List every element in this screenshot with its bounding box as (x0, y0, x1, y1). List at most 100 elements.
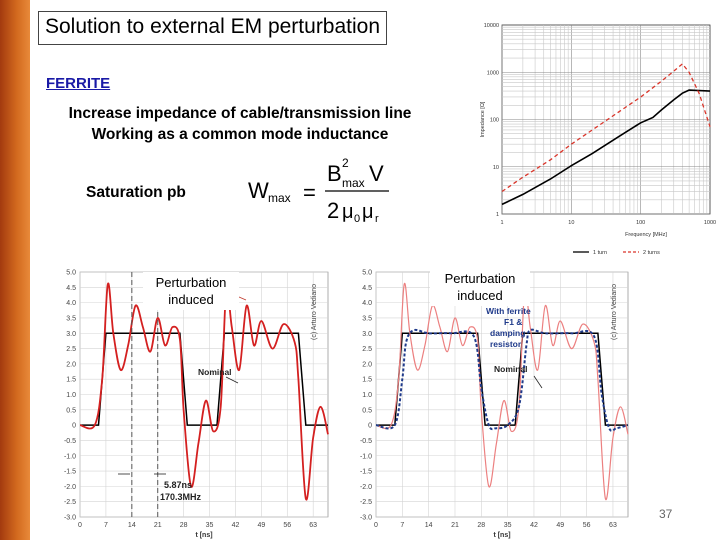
left-waveform-x-tick-label: 28 (180, 522, 188, 529)
impedance-y-axis-label: Impedance [Ω] (480, 101, 486, 137)
right-waveform-y-tick-label: -0.5 (360, 438, 372, 445)
right-waveform-y-tick-label: -2.5 (360, 499, 372, 506)
right-copyright-text: (c) Arturo Vediano (611, 284, 618, 340)
right-waveform-y-tick-label: 0.5 (362, 407, 372, 414)
formula-num-exp: 2 (342, 156, 349, 170)
description-line-2: Working as a common mode inductance (91, 126, 389, 143)
formula-lhs-sub: max (268, 191, 291, 205)
impedance-x-tick-label: 10 (568, 220, 574, 226)
impedance-x-axis-label: Frequency [MHz] (625, 232, 667, 238)
left-waveform-x-tick-label: 42 (232, 522, 240, 529)
right-waveform-y-tick-label: 0 (368, 423, 372, 430)
left-waveform-y-tick-label: 2.5 (66, 346, 76, 353)
right-perturbation-line (375, 282, 629, 501)
impedance-y-tick-label: 100 (490, 118, 499, 124)
impedance-x-tick-label: 100 (636, 220, 645, 226)
right-waveform-x-tick-label: 56 (583, 522, 591, 529)
right-waveform-y-tick-label: 1.0 (362, 392, 372, 399)
perturbation-label-right-text: Perturbation induced (444, 271, 516, 303)
left-waveform-y-tick-label: 3.5 (66, 315, 76, 322)
impedance-y-tick-label: 1 (496, 212, 499, 218)
formula-den-mu0: μ (342, 201, 354, 223)
left-waveform-y-tick-label: -0.5 (64, 438, 76, 445)
left-waveform-y-tick-label: -1.5 (64, 469, 76, 476)
right-waveform-y-tick-label: 4.0 (362, 300, 372, 307)
left-perturbation-line (79, 282, 329, 501)
left-waveform-x-tick-label: 35 (206, 522, 214, 529)
impedance-y-tick-label: 10000 (484, 23, 499, 29)
right-waveform-y-tick-label: -2.0 (360, 484, 372, 491)
nominal-label-left: Nominal (198, 367, 232, 377)
right-waveform-y-tick-label: -3.0 (360, 515, 372, 522)
right-waveform-x-tick-label: 28 (477, 522, 485, 529)
formula-num-b: B (327, 161, 342, 186)
left-waveform-x-tick-label: 49 (257, 522, 265, 529)
right-waveform-y-tick-label: 2.5 (362, 346, 372, 353)
description-block: Increase impedance of cable/transmission… (40, 103, 440, 145)
waveform-charts: 0 7 14 21 28 35 42 49 56 63 5.0 4.5 4.0 3.5 3.0 2.5 2.0 1… (64, 270, 629, 539)
right-ferrite-line (375, 328, 629, 432)
impedance-chart: 1 10 100 1000 1 10 100 1000 10000 Frequency [MHz]… (480, 23, 716, 256)
impedance-y-tick-label: 10 (493, 165, 499, 171)
formula-den-mur-sub: r (375, 213, 379, 225)
perturbation-label-left: Perturbation induced (143, 272, 239, 310)
nominal-label-right: Nominal (494, 364, 528, 374)
impedance-y-tick-label: 1000 (487, 70, 499, 76)
saturation-label: Saturation pb (86, 184, 186, 201)
right-waveform-x-tick-label: 14 (425, 522, 433, 529)
impedance-x-tick-label: 1 (500, 220, 503, 226)
impedance-series-line (501, 62, 711, 193)
formula-den-2: 2 (327, 198, 339, 223)
right-waveform-x-tick-label: 49 (556, 522, 564, 529)
left-waveform-x-tick-label: 14 (128, 522, 136, 529)
right-waveform-x-tick-label: 35 (504, 522, 512, 529)
right-waveform-x-tick-label: 21 (451, 522, 459, 529)
frequency-label: 170.3MHz (160, 492, 202, 502)
left-waveform-x-axis-label: t [ns] (195, 532, 212, 539)
left-waveform-y-tick-label: 1.5 (66, 377, 76, 384)
nominal-arrow-right (533, 375, 543, 389)
left-waveform-y-tick-label: 4.5 (66, 285, 76, 292)
left-waveform-y-tick-label: -1.0 (64, 453, 76, 460)
right-waveform-x-tick-label: 63 (609, 522, 617, 529)
impedance-legend-label: 1 turn (593, 250, 607, 256)
right-waveform-x-axis-label: t [ns] (493, 532, 510, 539)
right-waveform-x-tick-label: 42 (530, 522, 538, 529)
left-waveform-y-tick-label: 0 (72, 423, 76, 430)
left-waveform-x-tick-label: 0 (78, 522, 82, 529)
perturbation-label-left-text: Perturbation induced (155, 275, 227, 307)
impedance-series-line (501, 89, 711, 206)
left-waveform-y-tick-label: 1.0 (66, 392, 76, 399)
right-waveform-y-tick-label: 5.0 (362, 270, 372, 277)
left-waveform-y-tick-label: -2.0 (64, 484, 76, 491)
energy-formula: W max = B 2 max V 2 μ 0 μ r (248, 156, 389, 225)
delta-t-label: 5.87ns (164, 480, 192, 490)
left-waveform-x-tick-label: 7 (104, 522, 108, 529)
perturbation-label-right: Perturbation induced (430, 268, 530, 306)
right-waveform-y-tick-label: 3.5 (362, 315, 372, 322)
formula-num-sub: max (342, 176, 365, 190)
ferrite-label-line-4: resistor (490, 339, 522, 349)
left-copyright-text: (c) Arturo Vediano (311, 284, 318, 340)
description-line-1: Increase impedance of cable/transmission… (68, 105, 412, 122)
left-waveform-x-tick-label: 21 (154, 522, 162, 529)
decorative-side-bar (0, 0, 30, 540)
impedance-x-tick-label: 1000 (704, 220, 716, 226)
formula-den-mu0-sub: 0 (354, 213, 360, 225)
right-waveform-y-tick-label: -1.0 (360, 453, 372, 460)
left-waveform-x-tick-label: 63 (309, 522, 317, 529)
left-waveform-y-tick-label: 2.0 (66, 361, 76, 368)
formula-lhs: W (248, 178, 269, 203)
right-waveform-y-tick-label: 1.5 (362, 377, 372, 384)
page-number: 37 (659, 507, 673, 521)
ferrite-label-line-1: With ferrite (486, 306, 531, 316)
impedance-legend-label: 2 turns (643, 250, 660, 256)
right-waveform-y-tick-label: 3.0 (362, 331, 372, 338)
right-waveform-x-tick-label: 0 (374, 522, 378, 529)
left-waveform-y-tick-label: 5.0 (66, 270, 76, 277)
left-waveform-y-tick-label: 4.0 (66, 300, 76, 307)
left-waveform-x-tick-label: 56 (283, 522, 291, 529)
slide-title: Solution to external EM perturbation (38, 11, 388, 45)
left-waveform-y-tick-label: -3.0 (64, 515, 76, 522)
ferrite-label-line-3: damping (490, 328, 525, 338)
